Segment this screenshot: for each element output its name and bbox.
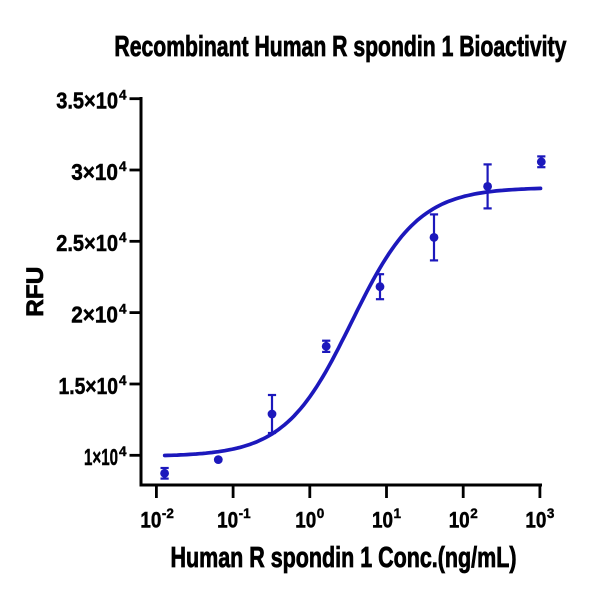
svg-text:-2: -2 bbox=[162, 506, 174, 521]
svg-text:4: 4 bbox=[119, 373, 127, 388]
svg-text:10: 10 bbox=[525, 507, 546, 532]
svg-text:10: 10 bbox=[217, 507, 238, 532]
svg-text:2: 2 bbox=[470, 506, 478, 521]
svg-text:10: 10 bbox=[372, 507, 393, 532]
svg-text:0: 0 bbox=[317, 506, 325, 521]
svg-text:4: 4 bbox=[119, 159, 127, 174]
svg-text:4: 4 bbox=[119, 444, 127, 459]
svg-text:Recombinant Human R spondin 1: Recombinant Human R spondin 1 Bioactivit… bbox=[114, 31, 566, 63]
svg-text:1.5×10: 1.5×10 bbox=[59, 373, 119, 399]
svg-text:4: 4 bbox=[119, 230, 127, 245]
svg-text:3.5×10: 3.5×10 bbox=[56, 88, 118, 114]
svg-text:10: 10 bbox=[140, 507, 161, 532]
svg-text:1×10: 1×10 bbox=[84, 444, 118, 470]
svg-text:3×10: 3×10 bbox=[71, 159, 118, 185]
svg-text:Human R spondin 1 Conc.(ng/mL): Human R spondin 1 Conc.(ng/mL) bbox=[171, 542, 517, 574]
svg-text:1: 1 bbox=[394, 506, 402, 521]
svg-text:3: 3 bbox=[547, 506, 555, 521]
svg-text:10: 10 bbox=[449, 507, 470, 532]
svg-text:10: 10 bbox=[295, 507, 316, 532]
svg-text:-1: -1 bbox=[239, 506, 251, 521]
svg-text:4: 4 bbox=[119, 88, 127, 103]
svg-text:4: 4 bbox=[119, 301, 127, 316]
svg-text:RFU: RFU bbox=[22, 267, 49, 317]
svg-text:2.5×10: 2.5×10 bbox=[56, 230, 118, 256]
svg-text:2×10: 2×10 bbox=[71, 301, 118, 327]
